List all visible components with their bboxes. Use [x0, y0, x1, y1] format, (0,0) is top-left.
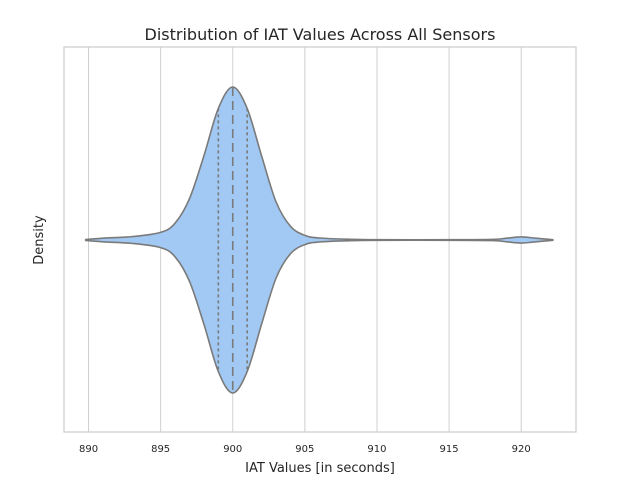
x-tick-label-910: 910 — [367, 444, 386, 455]
violin-body — [84, 86, 554, 394]
x-tick-label-905: 905 — [295, 444, 314, 455]
x-tick-label-920: 920 — [512, 444, 531, 455]
x-tick-label-890: 890 — [79, 444, 98, 455]
x-tick-label-895: 895 — [151, 444, 170, 455]
chart-title: Distribution of IAT Values Across All Se… — [145, 25, 496, 44]
violin-group — [84, 86, 554, 394]
x-tick-label-900: 900 — [223, 444, 242, 455]
x-tick-label-915: 915 — [440, 444, 459, 455]
y-axis-label: Density — [32, 215, 47, 265]
plot-frame — [63, 46, 577, 433]
x-axis-label: IAT Values [in seconds] — [245, 461, 395, 476]
x-tick-labels: 890 895 900 905 910 915 920 — [79, 444, 531, 455]
